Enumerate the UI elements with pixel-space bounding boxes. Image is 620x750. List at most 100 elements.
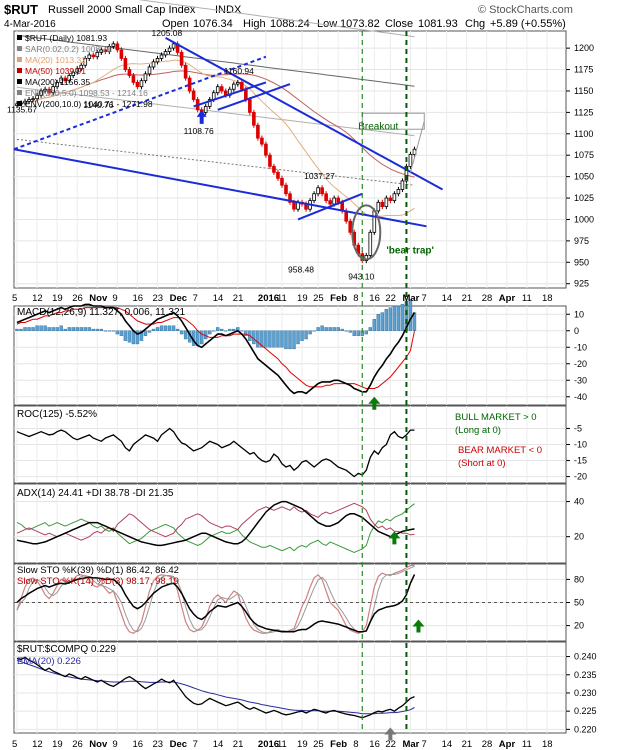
x-tick-label: Nov <box>89 739 108 750</box>
x-tick-label: Feb <box>330 739 347 750</box>
roc-annotation: (Long at 0) <box>455 425 501 436</box>
macd-histogram-bar <box>208 330 212 335</box>
price-annotation: 1135.67 <box>7 104 37 114</box>
candle-body <box>27 99 31 102</box>
candle-body <box>179 52 184 66</box>
candle-body <box>248 99 252 113</box>
macd-histogram-bar <box>143 330 148 336</box>
y-tick-label: 975 <box>574 236 589 246</box>
candle-body <box>264 143 268 156</box>
legend-swatch <box>17 79 22 84</box>
y-tick-label: 950 <box>574 257 589 267</box>
candle-body <box>408 153 413 167</box>
x-tick-label: 19 <box>52 293 63 304</box>
macd-histogram-bar <box>163 325 168 331</box>
candle-body <box>240 82 244 90</box>
candle-body <box>139 80 144 88</box>
macd-histogram-bar <box>95 328 99 331</box>
candle-body <box>39 90 43 96</box>
y-tick-label: 0.235 <box>574 670 597 680</box>
legend-entry: ENV(200,10.0) 1040.71 - 1271.98 <box>25 99 153 109</box>
candle-body <box>364 255 369 261</box>
chg-value: +5.89 (+0.55%) <box>490 18 566 30</box>
adx-line <box>16 500 415 547</box>
macd-histogram-bar <box>67 327 71 331</box>
x-tick-label: 19 <box>52 739 63 750</box>
candle-body <box>143 73 148 82</box>
macd-histogram-bar <box>31 327 35 331</box>
ema-line <box>16 659 415 715</box>
x-tick-label: 26 <box>72 739 83 750</box>
macd-histogram-bar <box>107 330 112 332</box>
macd-histogram-bar <box>324 327 328 331</box>
y-tick-label: 20 <box>574 621 584 631</box>
y-tick-label: 1150 <box>574 86 593 96</box>
macd-histogram-bar <box>392 305 397 331</box>
trendline-down <box>165 36 444 191</box>
macd-histogram-bar <box>115 330 120 335</box>
x-tick-label: 2016 <box>258 293 279 304</box>
x-tick-label: 28 <box>482 739 493 750</box>
candle-body <box>151 61 156 68</box>
macd-histogram-bar <box>268 330 272 348</box>
macd-histogram-bar <box>308 330 312 335</box>
macd-histogram-bar <box>224 330 228 332</box>
macd-histogram-bar <box>352 330 356 336</box>
macd-histogram-bar <box>232 328 236 331</box>
x-tick-label: 8 <box>353 739 358 750</box>
x-tick-label: 5 <box>12 739 17 750</box>
macd-histogram-bar <box>296 330 300 345</box>
x-tick-label: 11 <box>277 739 287 750</box>
candle-body <box>396 189 401 195</box>
trendline-dashed <box>13 55 267 151</box>
candle-body <box>107 46 112 52</box>
candle-body <box>252 111 256 126</box>
candle-body <box>127 69 132 76</box>
price-annotation: 1037.27 <box>304 171 335 181</box>
roc-panel: ROC(125) -5.52% BULL MARKET > 0 (Long at 0… <box>16 409 542 478</box>
y-tick-label: -20 <box>574 472 587 482</box>
candle-body <box>79 64 84 70</box>
macd-histogram-bar <box>284 330 288 350</box>
macd-histogram-bar <box>344 330 348 332</box>
macd-histogram-bar <box>87 327 91 331</box>
macd-histogram-bar <box>155 327 160 331</box>
macd-histogram-bar <box>260 330 264 348</box>
candle-body <box>312 193 316 202</box>
sto-subtitle: Slow STO %K(14) %D(3) 98.17, 98.19 <box>17 576 179 587</box>
x-tick-label: 25 <box>313 293 324 304</box>
macd-histogram-bar <box>71 327 75 331</box>
x-tick-label: 23 <box>153 739 164 750</box>
macd-histogram-bar <box>99 328 104 331</box>
macd-histogram-bar <box>256 330 260 348</box>
candle-body <box>115 43 120 51</box>
macd-line <box>16 303 416 395</box>
plus-di-line <box>16 503 415 554</box>
x-tick-label: 23 <box>153 293 164 304</box>
macd-histogram-bar <box>119 330 124 336</box>
x-tick-label: 18 <box>542 293 553 304</box>
y-tick-label: 80 <box>574 574 584 584</box>
x-tick-label: 19 <box>297 739 308 750</box>
candle-body <box>123 58 128 70</box>
x-tick-label: Mar <box>402 739 419 750</box>
macd-histogram-bar <box>83 327 87 331</box>
x-tick-label: 5 <box>12 293 17 304</box>
x-tick-label: 7 <box>422 293 427 304</box>
x-tick-label: 11 <box>522 293 532 304</box>
open-label: Open <box>162 18 189 30</box>
legend-swatch <box>17 90 22 95</box>
candle-body <box>336 197 340 203</box>
macd-histogram-bar <box>27 327 31 331</box>
adx-title: ADX(14) 24.41 +DI 38.78 -DI 21.35 <box>17 488 174 499</box>
sto-title: Slow STO %K(39) %D(1) 86.42, 86.42 <box>17 565 179 576</box>
x-tick-label: Dec <box>170 293 187 304</box>
x-tick-label: Apr <box>499 293 516 304</box>
macd-histogram-bar <box>183 330 188 340</box>
x-tick-label: 7 <box>193 739 198 750</box>
macd-histogram-bar <box>396 305 401 331</box>
candle-body <box>272 165 276 173</box>
macd-histogram-bar <box>55 327 59 331</box>
